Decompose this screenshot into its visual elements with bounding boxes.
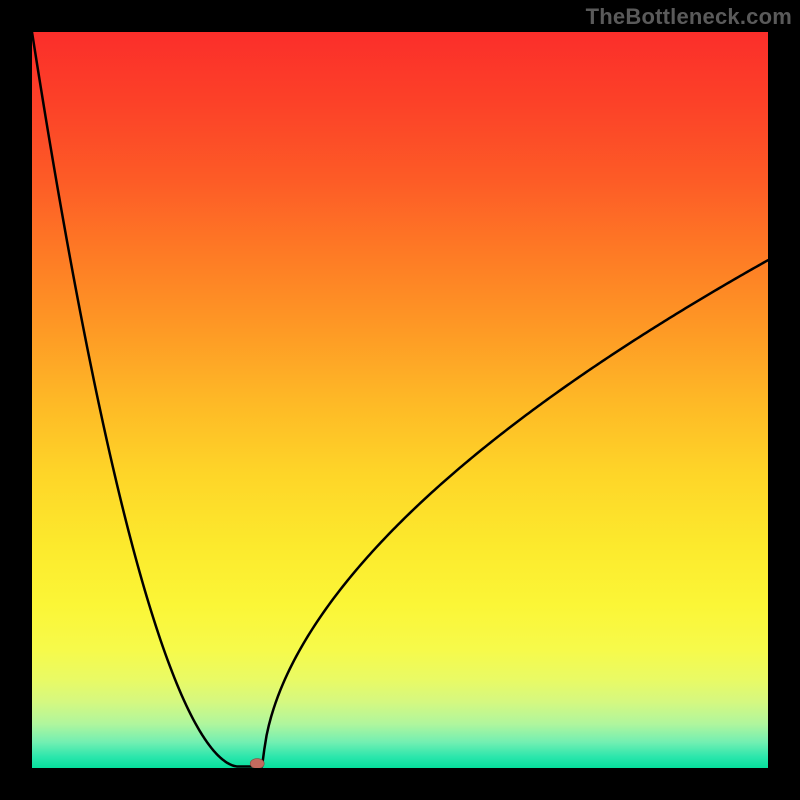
gradient-background: [32, 32, 768, 768]
bottleneck-chart-svg: [0, 0, 800, 800]
plot-area: [32, 32, 768, 769]
minimum-marker: [250, 759, 264, 769]
chart-container: TheBottleneck.com: [0, 0, 800, 800]
watermark-text: TheBottleneck.com: [586, 4, 792, 30]
